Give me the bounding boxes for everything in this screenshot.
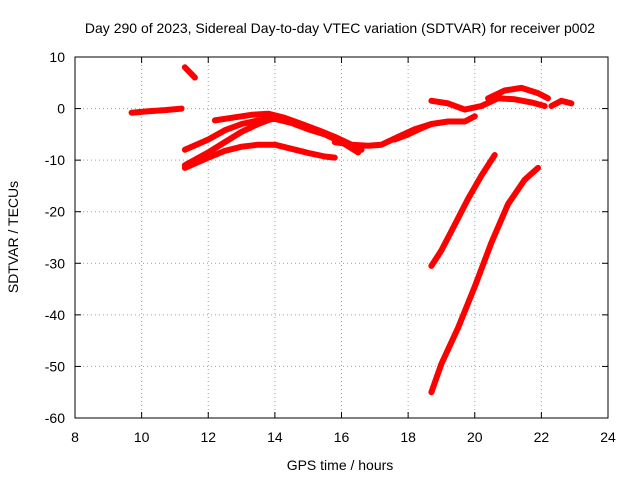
- x-tick-label: 14: [267, 429, 283, 445]
- x-tick-label: 10: [134, 429, 150, 445]
- series-line-track-12: [428, 152, 498, 269]
- y-tick-label: -50: [45, 358, 65, 374]
- y-tick-label: -20: [45, 204, 65, 220]
- x-tick-label: 16: [334, 429, 350, 445]
- y-tick-label: -10: [45, 152, 65, 168]
- y-tick-label: -30: [45, 255, 65, 271]
- series-line-track-13: [428, 164, 541, 396]
- x-tick-label: 12: [200, 429, 216, 445]
- y-tick-label: -40: [45, 307, 65, 323]
- series-line-track-7: [331, 113, 478, 149]
- chart-title: Day 290 of 2023, Sidereal Day-to-day VTE…: [85, 20, 595, 36]
- x-tick-label: 8: [71, 429, 79, 445]
- series-line-track-11: [548, 97, 575, 109]
- series-line-track-10: [485, 84, 551, 102]
- x-tick-label: 22: [534, 429, 550, 445]
- series-line-track-9: [428, 95, 548, 113]
- x-tick-label: 24: [600, 429, 616, 445]
- x-axis-label: GPS time / hours: [287, 457, 394, 473]
- y-axis-label: SDTVAR / TECUs: [5, 181, 21, 293]
- y-tick-label: -60: [45, 410, 65, 426]
- series-line-track-1: [128, 105, 185, 116]
- x-tick-label: 20: [467, 429, 483, 445]
- data-series: [128, 64, 575, 396]
- series-line-track-4: [181, 141, 338, 171]
- y-tick-label: 10: [49, 49, 65, 65]
- y-tick-label: 0: [57, 101, 65, 117]
- x-tick-label: 18: [400, 429, 416, 445]
- series-line-track-8: [391, 121, 435, 143]
- series-line-track-2: [181, 64, 198, 81]
- axis-ticks: 8 10 12 14 16 18 20 22 24 10 0 -10 -20 -30 -40 -50 -60: [45, 49, 616, 445]
